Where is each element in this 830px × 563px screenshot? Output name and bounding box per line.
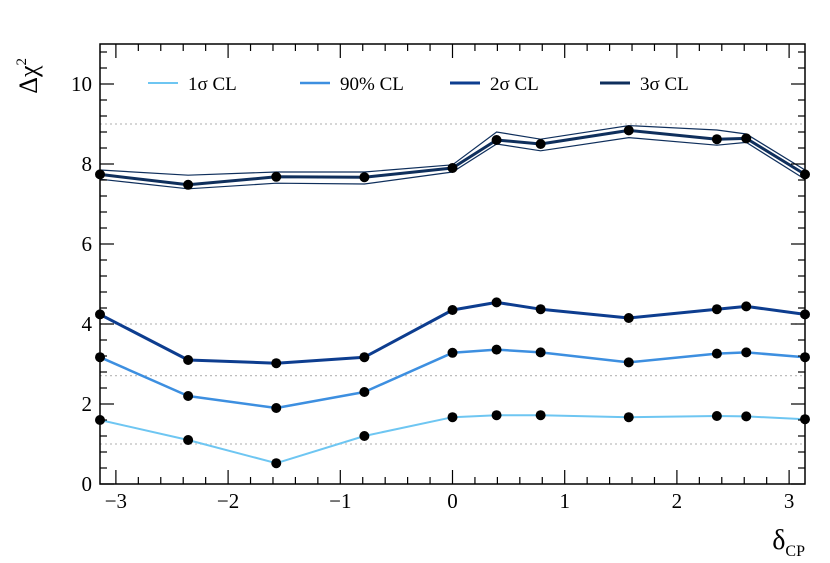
- data-point: [491, 297, 502, 308]
- data-point: [183, 391, 194, 401]
- x-tick-label: −3: [105, 489, 127, 513]
- x-axis-label: δCP: [772, 525, 805, 560]
- data-point: [491, 135, 502, 145]
- axis-tick-labels: −3 −2 −1 0 1 2 3 0 2 4 6 8 10: [71, 72, 794, 513]
- data-point: [623, 412, 634, 423]
- data-point: [535, 410, 546, 421]
- data-point: [271, 403, 282, 413]
- data-point: [711, 304, 722, 315]
- data-point: [741, 411, 752, 422]
- y-tick-label: 10: [71, 72, 92, 96]
- data-point: [359, 172, 370, 183]
- data-point: [183, 179, 194, 190]
- data-point: [359, 352, 370, 363]
- series-line-1: [99, 348, 806, 410]
- axis-ticks: [100, 44, 805, 485]
- data-point: [741, 347, 752, 358]
- data-point: [271, 358, 282, 369]
- x-tick-label: 2: [672, 489, 683, 513]
- x-axis-label-sub: CP: [785, 543, 805, 560]
- data-point: [711, 411, 722, 421]
- data-point: [623, 357, 634, 368]
- data-point: [623, 125, 634, 136]
- y-tick-label: 8: [82, 152, 93, 176]
- data-point: [183, 355, 194, 365]
- data-point: [491, 344, 502, 355]
- y-tick-label: 6: [82, 232, 93, 256]
- legend-item-1: 90% CL: [300, 74, 404, 95]
- y-axis-label-sup: 2: [14, 58, 30, 66]
- series-line-0: [99, 414, 806, 465]
- y-tick-label: 4: [82, 312, 93, 336]
- legend: 1σ CL 90% CL 2σ CL 3σ CL: [148, 74, 689, 95]
- legend-item-2: 2σ CL: [450, 74, 539, 95]
- data-point: [447, 412, 458, 423]
- legend-label: 90% CL: [340, 74, 404, 95]
- data-point: [359, 387, 370, 397]
- data-point: [711, 134, 722, 145]
- x-tick-label: −2: [217, 489, 239, 513]
- data-point: [711, 348, 722, 359]
- x-axis-label-main: δ: [772, 525, 785, 556]
- legend-label: 2σ CL: [490, 74, 539, 95]
- data-point: [447, 347, 458, 358]
- data-point: [271, 171, 282, 182]
- data-point: [535, 139, 546, 149]
- legend-item-0: 1σ CL: [148, 74, 237, 95]
- data-point: [623, 313, 634, 323]
- y-axis-label-main: Δχ: [14, 65, 43, 94]
- legend-label: 1σ CL: [188, 74, 237, 95]
- x-tick-label: 0: [447, 489, 458, 513]
- x-tick-label: 3: [784, 489, 795, 513]
- y-tick-label: 2: [82, 392, 93, 416]
- data-point: [535, 304, 546, 315]
- data-point: [491, 410, 502, 421]
- data-point: [447, 163, 458, 173]
- y-axis-label: Δχ2: [14, 58, 43, 94]
- band-upper-line: [99, 124, 806, 176]
- x-tick-label: −1: [329, 489, 351, 513]
- legend-label: 3σ CL: [640, 74, 689, 95]
- data-point: [535, 347, 546, 358]
- x-tick-label: 1: [559, 489, 570, 513]
- legend-item-3: 3σ CL: [600, 74, 689, 95]
- series-line-3: [99, 128, 806, 187]
- y-tick-label: 0: [82, 472, 93, 496]
- confidence-bands: [99, 124, 806, 190]
- data-point: [271, 458, 282, 469]
- data-point: [183, 435, 194, 445]
- data-point: [447, 305, 458, 315]
- data-point: [359, 431, 370, 441]
- data-point: [741, 301, 752, 312]
- data-point: [741, 133, 752, 144]
